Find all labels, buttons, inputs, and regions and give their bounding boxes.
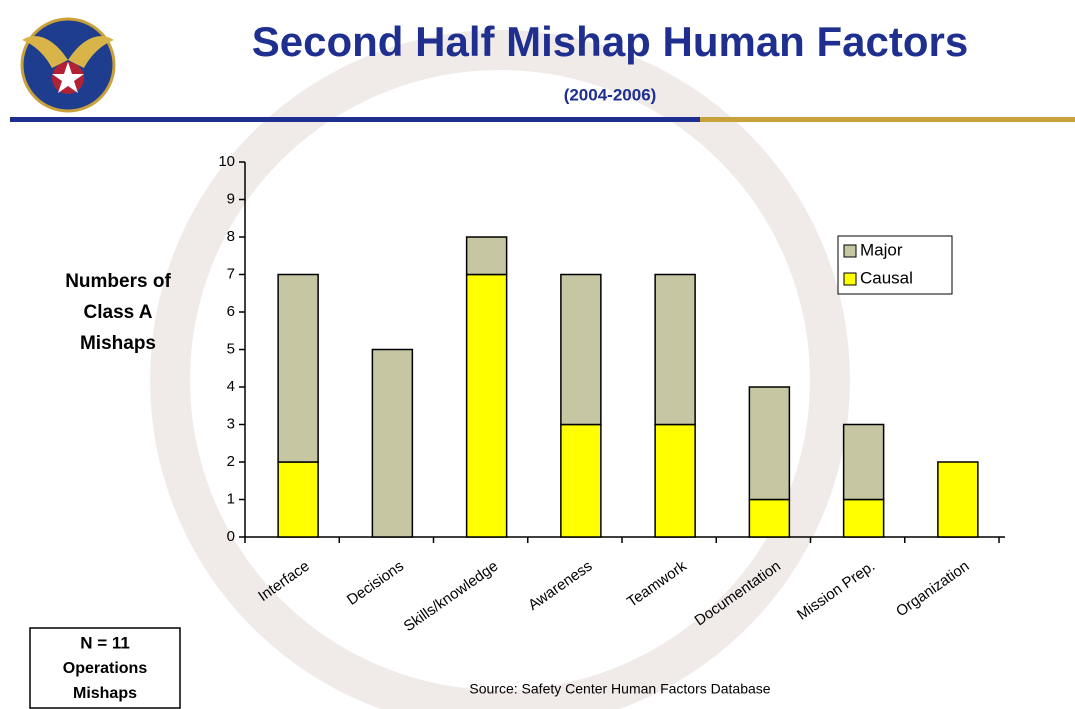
bar-segment xyxy=(467,237,507,275)
y-tick-label: 4 xyxy=(227,378,235,395)
bar-segment xyxy=(561,425,601,538)
legend-label: Causal xyxy=(860,268,913,287)
slide: Second Half Mishap Human Factors (2004-2… xyxy=(0,0,1075,709)
subtitle: (2004-2006) xyxy=(564,85,657,104)
y-tick-label: 5 xyxy=(227,340,235,357)
y-tick-label: 8 xyxy=(227,228,235,245)
bar-segment xyxy=(561,275,601,425)
bar-segment xyxy=(749,387,789,500)
y-tick-label: 3 xyxy=(227,415,235,432)
bar-segment xyxy=(655,275,695,425)
y-tick-label: 2 xyxy=(227,453,235,470)
title: Second Half Mishap Human Factors xyxy=(252,18,968,65)
header-rule-gold xyxy=(700,117,1075,122)
bar-segment xyxy=(467,275,507,538)
logo xyxy=(22,19,114,111)
bar-segment xyxy=(278,275,318,463)
y-axis-label: Mishaps xyxy=(80,333,156,354)
bar-segment xyxy=(278,462,318,537)
note: Operations xyxy=(63,660,148,677)
y-tick-label: 0 xyxy=(227,528,235,545)
y-tick-label: 6 xyxy=(227,303,235,320)
bar-segment xyxy=(372,350,412,538)
legend-label: Major xyxy=(860,240,903,259)
y-axis-label: Numbers of xyxy=(65,271,171,292)
bar-segment xyxy=(749,500,789,538)
note: N = 11 xyxy=(80,633,130,652)
bar-segment xyxy=(844,425,884,500)
y-tick-label: 7 xyxy=(227,265,235,282)
bar-segment xyxy=(844,500,884,538)
note: Mishaps xyxy=(73,685,137,702)
source: Source: Safety Center Human Factors Data… xyxy=(469,681,770,697)
y-tick-label: 1 xyxy=(227,490,235,507)
y-tick-label: 10 xyxy=(218,153,235,170)
legend-swatch xyxy=(844,273,856,285)
y-tick-label: 9 xyxy=(227,190,235,207)
bar-segment xyxy=(938,462,978,537)
y-axis-label: Class A xyxy=(84,302,153,323)
legend-swatch xyxy=(844,245,856,257)
bar-segment xyxy=(655,425,695,538)
